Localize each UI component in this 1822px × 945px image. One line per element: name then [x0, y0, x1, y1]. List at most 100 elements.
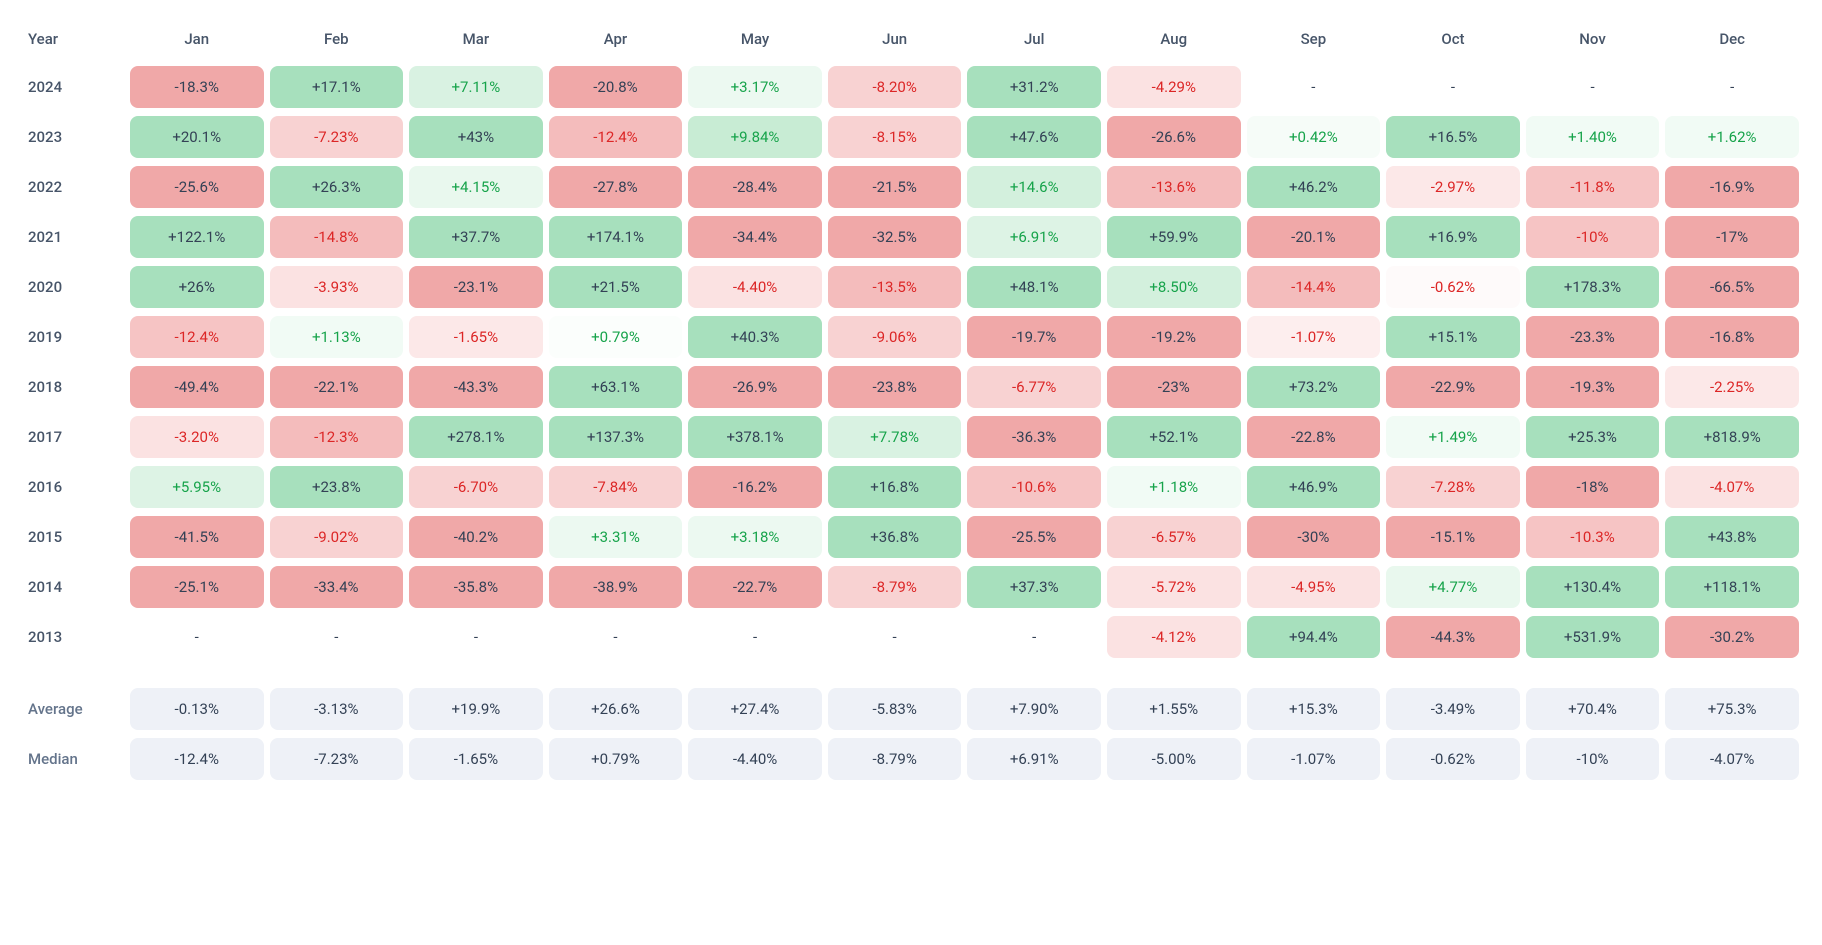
value-cell: +8.50% — [1107, 266, 1241, 308]
value-cell: +21.5% — [549, 266, 683, 308]
value-cell: -23.1% — [409, 266, 543, 308]
col-header-sep: Sep — [1244, 20, 1384, 62]
value-cell: +1.13% — [270, 316, 404, 358]
value-cell: -11.8% — [1526, 166, 1660, 208]
value-cell: -27.8% — [549, 166, 683, 208]
year-label: 2021 — [28, 215, 124, 259]
value-cell: -66.5% — [1665, 266, 1799, 308]
value-cell: -14.8% — [270, 216, 404, 258]
summary-cell: -3.49% — [1386, 688, 1520, 730]
value-cell: -34.4% — [688, 216, 822, 258]
value-cell: -41.5% — [130, 516, 264, 558]
value-cell: -12.3% — [270, 416, 404, 458]
value-cell: -25.6% — [130, 166, 264, 208]
value-cell: -4.40% — [688, 266, 822, 308]
table-row: 2016+5.95%+23.8%-6.70%-7.84%-16.2%+16.8%… — [20, 462, 1802, 512]
value-cell: -19.3% — [1526, 366, 1660, 408]
value-cell: +1.18% — [1107, 466, 1241, 508]
value-cell: -10.6% — [967, 466, 1101, 508]
value-cell: +16.9% — [1386, 216, 1520, 258]
value-cell: +7.78% — [828, 416, 962, 458]
value-cell: +7.11% — [409, 66, 543, 108]
value-cell: -40.2% — [409, 516, 543, 558]
value-cell: - — [1526, 66, 1660, 108]
value-cell: -25.5% — [967, 516, 1101, 558]
summary-cell: +26.6% — [549, 688, 683, 730]
value-cell: -16.9% — [1665, 166, 1799, 208]
value-cell: -22.1% — [270, 366, 404, 408]
value-cell: - — [549, 616, 683, 658]
value-cell: +59.9% — [1107, 216, 1241, 258]
value-cell: -6.57% — [1107, 516, 1241, 558]
value-cell: -19.2% — [1107, 316, 1241, 358]
value-cell: -25.1% — [130, 566, 264, 608]
value-cell: - — [130, 616, 264, 658]
summary-label: Median — [28, 737, 124, 781]
summary-row: Median-12.4%-7.23%-1.65%+0.79%-4.40%-8.7… — [20, 734, 1802, 784]
value-cell: -6.77% — [967, 366, 1101, 408]
value-cell: -28.4% — [688, 166, 822, 208]
table-row: 2023+20.1%-7.23%+43%-12.4%+9.84%-8.15%+4… — [20, 112, 1802, 162]
value-cell: +122.1% — [130, 216, 264, 258]
value-cell: -3.93% — [270, 266, 404, 308]
value-cell: +531.9% — [1526, 616, 1660, 658]
value-cell: - — [270, 616, 404, 658]
value-cell: +14.6% — [967, 166, 1101, 208]
value-cell: -26.9% — [688, 366, 822, 408]
value-cell: -14.4% — [1247, 266, 1381, 308]
table-row: 2013--------4.12%+94.4%-44.3%+531.9%-30.… — [20, 612, 1802, 662]
value-cell: +278.1% — [409, 416, 543, 458]
year-label: 2023 — [28, 115, 124, 159]
year-label: 2020 — [28, 265, 124, 309]
summary-cell: -7.23% — [270, 738, 404, 780]
value-cell: +3.18% — [688, 516, 822, 558]
value-cell: +1.62% — [1665, 116, 1799, 158]
table-row: 2014-25.1%-33.4%-35.8%-38.9%-22.7%-8.79%… — [20, 562, 1802, 612]
value-cell: +118.1% — [1665, 566, 1799, 608]
table-row: 2021+122.1%-14.8%+37.7%+174.1%-34.4%-32.… — [20, 212, 1802, 262]
summary-cell: +0.79% — [549, 738, 683, 780]
value-cell: -33.4% — [270, 566, 404, 608]
summary-cell: -5.83% — [828, 688, 962, 730]
value-cell: +94.4% — [1247, 616, 1381, 658]
summary-label: Average — [28, 687, 124, 731]
value-cell: +20.1% — [130, 116, 264, 158]
value-cell: -13.5% — [828, 266, 962, 308]
value-cell: -1.65% — [409, 316, 543, 358]
value-cell: - — [1665, 66, 1799, 108]
value-cell: -30% — [1247, 516, 1381, 558]
table-row: 2022-25.6%+26.3%+4.15%-27.8%-28.4%-21.5%… — [20, 162, 1802, 212]
table-row: 2020+26%-3.93%-23.1%+21.5%-4.40%-13.5%+4… — [20, 262, 1802, 312]
col-header-jul: Jul — [964, 20, 1104, 62]
value-cell: -20.1% — [1247, 216, 1381, 258]
value-cell: +3.17% — [688, 66, 822, 108]
value-cell: -2.25% — [1665, 366, 1799, 408]
value-cell: -22.8% — [1247, 416, 1381, 458]
value-cell: -8.20% — [828, 66, 962, 108]
value-cell: +1.49% — [1386, 416, 1520, 458]
value-cell: +52.1% — [1107, 416, 1241, 458]
col-header-aug: Aug — [1104, 20, 1244, 62]
year-label: 2022 — [28, 165, 124, 209]
value-cell: -4.12% — [1107, 616, 1241, 658]
returns-table: YearJanFebMarAprMayJunJulAugSepOctNovDec… — [20, 20, 1802, 784]
col-header-may: May — [685, 20, 825, 62]
value-cell: +43.8% — [1665, 516, 1799, 558]
value-cell: +6.91% — [967, 216, 1101, 258]
value-cell: +73.2% — [1247, 366, 1381, 408]
value-cell: +15.1% — [1386, 316, 1520, 358]
year-label: 2017 — [28, 415, 124, 459]
summary-cell: -1.07% — [1247, 738, 1381, 780]
value-cell: +26.3% — [270, 166, 404, 208]
value-cell: -35.8% — [409, 566, 543, 608]
summary-cell: +75.3% — [1665, 688, 1799, 730]
table-header: YearJanFebMarAprMayJunJulAugSepOctNovDec — [20, 20, 1802, 62]
value-cell: +37.3% — [967, 566, 1101, 608]
value-cell: -18.3% — [130, 66, 264, 108]
value-cell: -38.9% — [549, 566, 683, 608]
year-label: 2019 — [28, 315, 124, 359]
col-header-jan: Jan — [127, 20, 267, 62]
value-cell: +0.42% — [1247, 116, 1381, 158]
value-cell: +130.4% — [1526, 566, 1660, 608]
value-cell: -18% — [1526, 466, 1660, 508]
